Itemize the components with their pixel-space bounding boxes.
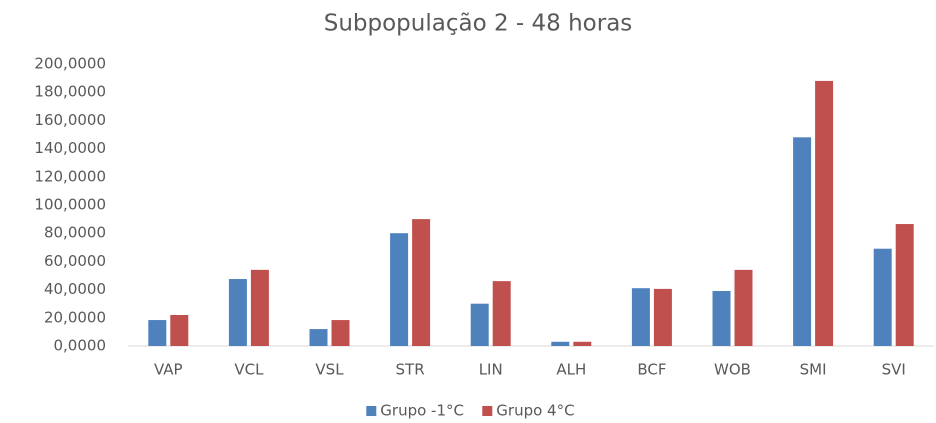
x-tick-label: LIN	[479, 361, 503, 379]
y-tick-label: 160,0000	[34, 111, 106, 129]
legend-label: Grupo -1°C	[380, 402, 464, 420]
bar	[331, 320, 350, 346]
legend-label: Grupo 4°C	[496, 402, 574, 420]
y-tick-label: 80,0000	[44, 224, 106, 242]
y-tick-label: 40,0000	[44, 280, 106, 298]
bar	[470, 303, 489, 346]
bar	[815, 80, 834, 347]
x-tick-label: SVI	[882, 361, 906, 379]
y-tick-label: 120,0000	[34, 167, 106, 185]
y-tick-label: 20,0000	[44, 308, 106, 326]
bar	[573, 341, 592, 346]
bar	[148, 320, 167, 346]
bar	[250, 269, 269, 346]
legend-swatch	[366, 406, 377, 416]
bar	[492, 281, 511, 346]
y-tick-label: 200,0000	[34, 55, 106, 73]
bar	[390, 233, 409, 346]
bar	[551, 341, 570, 346]
y-tick-label: 180,0000	[34, 83, 106, 101]
x-tick-label: VAP	[154, 361, 183, 379]
y-tick-label: 100,0000	[34, 196, 106, 214]
y-tick-label: 60,0000	[44, 252, 106, 270]
bar	[309, 329, 328, 346]
bar	[712, 291, 731, 346]
bar	[228, 279, 247, 346]
y-tick-label: 0,0000	[54, 337, 107, 355]
bar	[734, 269, 753, 346]
bar	[873, 248, 892, 346]
bar	[895, 224, 914, 346]
bar	[170, 314, 189, 346]
x-tick-label: ALH	[556, 361, 586, 379]
x-tick-label: VCL	[234, 361, 264, 379]
x-tick-label: STR	[396, 361, 425, 379]
x-tick-label: BCF	[637, 361, 666, 379]
bar	[793, 137, 812, 346]
x-tick-label: VSL	[315, 361, 344, 379]
y-tick-label: 140,0000	[34, 139, 106, 157]
bar	[412, 219, 431, 346]
chart-title: Subpopulação 2 - 48 horas	[324, 11, 633, 37]
x-tick-label: WOB	[714, 361, 751, 379]
legend-swatch	[482, 406, 493, 416]
bar	[653, 288, 672, 346]
x-tick-label: SMI	[800, 361, 827, 379]
bar	[631, 288, 650, 346]
